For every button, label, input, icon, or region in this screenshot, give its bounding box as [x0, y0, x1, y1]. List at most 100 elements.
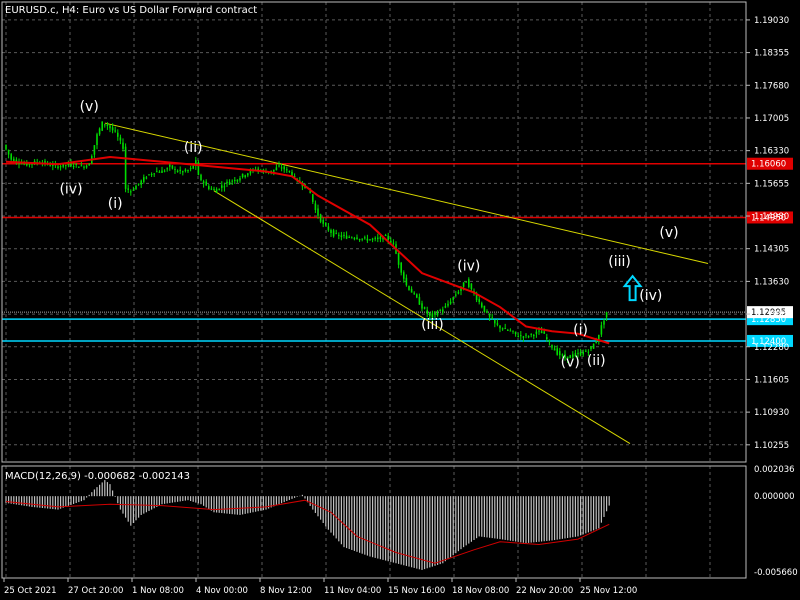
candle-body	[351, 237, 353, 239]
candle-body	[369, 239, 371, 241]
candle-body	[595, 341, 597, 343]
price-tick-label: 1.19030	[754, 16, 789, 26]
candle-body	[592, 343, 595, 349]
wave-label: (iii)	[421, 317, 444, 333]
candle-body	[117, 132, 119, 137]
candle-body	[273, 169, 275, 172]
candle-body	[371, 238, 374, 240]
candle-body	[421, 303, 423, 309]
candle-body	[522, 336, 525, 338]
price-tick-label: 1.14980	[754, 212, 789, 222]
candle-body	[533, 335, 535, 337]
candle-body	[286, 169, 288, 171]
candle-body	[338, 234, 340, 236]
candle-body	[231, 180, 233, 182]
macd-plot-frame	[1, 465, 747, 579]
candle-body	[13, 158, 15, 162]
wave-labels: (v) (iv) (i) (ii) (iii) (iv) (i) (ii) (v) (iii) (i…	[59, 99, 678, 371]
candle-body	[205, 181, 207, 186]
candle-body	[429, 312, 431, 316]
candle-body	[109, 125, 111, 129]
price-tick-label: 1.10255	[754, 441, 789, 451]
horizontal-levels[interactable]: 1.16060 1.14950 1.12850 1.12400 1.12995	[2, 157, 793, 347]
candle-body	[527, 336, 530, 338]
candle-body	[145, 177, 148, 179]
candle-body	[587, 351, 590, 353]
candle-body	[169, 164, 171, 167]
candle-body	[434, 311, 436, 315]
moving-average-line	[5, 155, 610, 345]
time-tick-label: 15 Nov 16:00	[388, 586, 445, 596]
candle-body	[96, 134, 98, 146]
price-tick-label: 1.14305	[754, 245, 789, 255]
candle-body	[184, 169, 187, 172]
candle-body	[569, 355, 571, 359]
candle-body	[499, 325, 501, 329]
candle-body	[538, 330, 540, 332]
candle-body	[392, 242, 395, 244]
candle-body	[546, 337, 548, 340]
macd-signal-line	[5, 499, 610, 564]
candle-body	[442, 309, 444, 312]
candle-body	[163, 170, 166, 172]
candle-body	[179, 169, 181, 172]
time-tick-label: 22 Nov 20:00	[516, 586, 573, 596]
candle-body	[104, 124, 106, 126]
candle-body	[226, 181, 228, 184]
candle-body	[598, 334, 600, 342]
candle-body	[585, 350, 587, 352]
candle-body	[577, 352, 579, 354]
candle-body	[496, 323, 499, 325]
candle-body	[574, 353, 577, 357]
candle-body	[590, 346, 592, 350]
candle-body	[327, 226, 330, 231]
main-plot-frame	[1, 1, 747, 463]
candle-body	[270, 170, 272, 173]
up-arrow-icon	[622, 274, 643, 302]
candle-body	[501, 328, 504, 330]
candle-body	[335, 233, 337, 235]
candle-body	[122, 142, 124, 149]
candle-body	[553, 348, 556, 351]
candle-body	[106, 124, 109, 126]
current-price-label: 1.12995	[751, 308, 786, 318]
candle-body	[535, 331, 538, 334]
candle-body	[291, 171, 293, 177]
candle-body	[514, 331, 517, 335]
candle-body	[192, 165, 194, 169]
candle-body	[455, 294, 457, 296]
candle-body	[410, 288, 413, 293]
candle-body	[7, 149, 10, 155]
candle-body	[483, 305, 486, 312]
wave-label: (ii)	[587, 353, 606, 369]
candle-body	[52, 164, 54, 166]
candle-body	[403, 272, 405, 279]
candle-body	[481, 303, 483, 308]
trendlines[interactable]	[104, 122, 709, 445]
candle-body	[309, 190, 311, 194]
candle-body	[124, 146, 127, 189]
candle-body	[215, 189, 218, 193]
candle-body	[400, 262, 402, 273]
candle-body	[236, 179, 239, 182]
candle-body	[460, 288, 462, 291]
candle-body	[176, 170, 179, 173]
candle-body	[423, 307, 426, 309]
candle-body	[377, 237, 379, 239]
candle-body	[111, 127, 114, 131]
candle-body	[257, 168, 259, 171]
candle-body	[543, 331, 545, 334]
candle-body	[189, 168, 192, 170]
candle-body	[468, 279, 470, 288]
candle-body	[78, 166, 80, 168]
candle-body	[439, 310, 441, 312]
candle-body	[317, 208, 319, 216]
price-tick-label: 1.17680	[754, 81, 789, 91]
candle-body	[239, 178, 241, 181]
candle-body	[197, 161, 200, 175]
candle-body	[221, 185, 223, 188]
candle-body	[436, 312, 439, 316]
candle-body	[15, 159, 18, 163]
candle-body	[486, 311, 488, 313]
